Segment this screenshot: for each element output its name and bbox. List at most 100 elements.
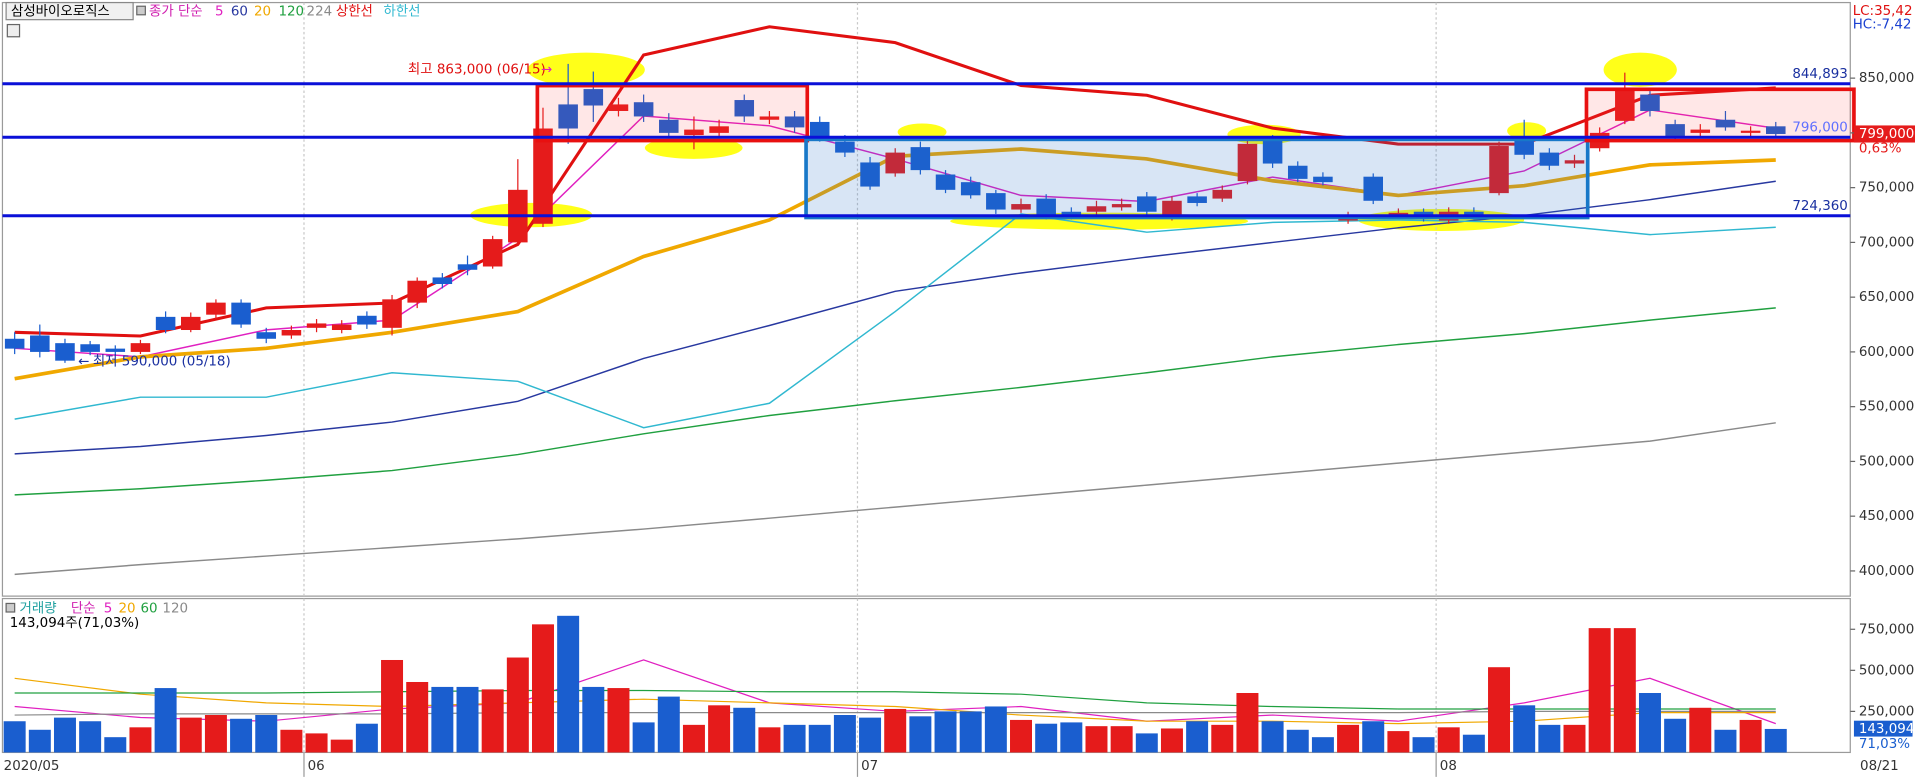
volume-bar	[708, 705, 731, 753]
candle-body	[1665, 124, 1685, 139]
candle-body	[306, 323, 327, 328]
legend-label: 종가 단순	[149, 4, 203, 20]
candle-body	[734, 100, 755, 117]
y-tick-label: 250,000	[1859, 704, 1915, 719]
volume-bar	[1337, 724, 1360, 753]
candle-body	[1363, 176, 1384, 201]
ma-line	[14, 422, 1776, 576]
volume-bar	[1236, 692, 1259, 753]
volume-bar	[179, 717, 202, 753]
candle-body	[30, 335, 50, 352]
candle-body	[1137, 196, 1157, 212]
current-price-label: 799,000	[1859, 127, 1915, 142]
y-tick-label: 500,000	[1859, 663, 1915, 678]
range-box	[535, 83, 810, 143]
legend-label: 단순	[71, 600, 96, 616]
legend-entry: 20	[254, 5, 271, 20]
candle-body	[759, 116, 780, 120]
legend-entry: 120	[278, 5, 304, 20]
legend-icon	[136, 5, 146, 16]
volume-bar	[230, 718, 253, 753]
volume-bar	[355, 723, 378, 753]
legend-icon	[5, 602, 16, 613]
annotation-arrow: ←	[78, 355, 89, 370]
volume-bar	[833, 715, 856, 753]
volume-bar	[79, 721, 102, 753]
legend-entry: 20	[118, 601, 135, 616]
ma-line	[14, 25, 1776, 338]
candle-body	[1489, 146, 1509, 194]
volume-bar	[255, 715, 278, 753]
candle-body	[1313, 176, 1333, 183]
volume-bar	[381, 659, 404, 753]
candle-body	[231, 302, 251, 325]
annotation: 최저 590,000 (05/18)	[93, 354, 231, 370]
volume-bar	[506, 657, 529, 753]
y-tick-label: 750,000	[1859, 622, 1915, 637]
candle-body	[583, 89, 604, 106]
x-tick-label: 06	[308, 759, 325, 774]
candle-body	[482, 239, 503, 267]
volume-bar	[1110, 726, 1133, 753]
y-tick-label: 850,000	[1859, 71, 1915, 86]
volume-bar	[582, 686, 605, 753]
candle-body	[105, 348, 126, 352]
candle-body	[1640, 94, 1660, 111]
volume-bar	[456, 686, 479, 753]
volume-bar	[1714, 729, 1737, 753]
candle-body	[281, 330, 302, 336]
volume-bar	[280, 729, 303, 753]
candle-body	[130, 343, 151, 352]
volume-bar	[1286, 729, 1309, 753]
volume-bar	[657, 696, 680, 753]
volume-bar	[1362, 721, 1385, 753]
candle-body	[1514, 138, 1534, 155]
candle-body	[206, 302, 226, 315]
volume-bar	[859, 717, 882, 753]
volume-bar	[1513, 705, 1536, 753]
marks	[3, 2, 1787, 753]
candle-body	[1715, 119, 1736, 128]
candle-body	[80, 344, 100, 352]
candle-body	[1187, 196, 1207, 203]
candle-body	[809, 121, 830, 138]
x-tick-label: 08	[1440, 759, 1457, 774]
volume-bar	[1261, 721, 1284, 753]
level-label: 796,000	[1792, 120, 1848, 135]
x-tick-label: 08/21	[1860, 759, 1899, 774]
volume-bar	[783, 724, 806, 753]
candle-body	[1111, 204, 1132, 208]
current-price-box	[1853, 125, 1915, 143]
candle-body	[55, 343, 75, 361]
candle-body	[1162, 200, 1182, 218]
volume-bar	[129, 727, 152, 753]
boxes	[535, 83, 1856, 220]
ma-line	[14, 689, 1776, 710]
annotation-arrow: →	[541, 63, 552, 78]
volume-bar	[406, 681, 429, 753]
volume-bar	[808, 724, 831, 753]
candle-body	[357, 315, 377, 325]
candle-body	[1690, 129, 1711, 133]
level-label: 844,893	[1792, 67, 1848, 82]
volume-bar	[632, 722, 655, 753]
candle-body	[1766, 126, 1786, 134]
annotation: 최고 863,000 (06/15)	[408, 62, 546, 78]
candle-body	[1237, 143, 1258, 182]
candle-body	[256, 332, 277, 339]
last-volume-label: 143,094	[1859, 722, 1915, 737]
candle-body	[1564, 160, 1585, 164]
candle-body	[835, 141, 855, 153]
ma-line	[14, 677, 1776, 725]
y-tick-label: 550,000	[1859, 400, 1915, 415]
highlight	[1603, 52, 1677, 87]
current-change: 0,63%	[1859, 142, 1902, 157]
candle-body	[1388, 212, 1409, 216]
candle-body	[960, 182, 981, 196]
candle-body	[608, 104, 629, 111]
volume-bar	[1211, 724, 1234, 753]
y-tick-label: 400,000	[1859, 564, 1915, 579]
highlight	[1507, 122, 1547, 140]
volume-bar	[1186, 721, 1209, 753]
